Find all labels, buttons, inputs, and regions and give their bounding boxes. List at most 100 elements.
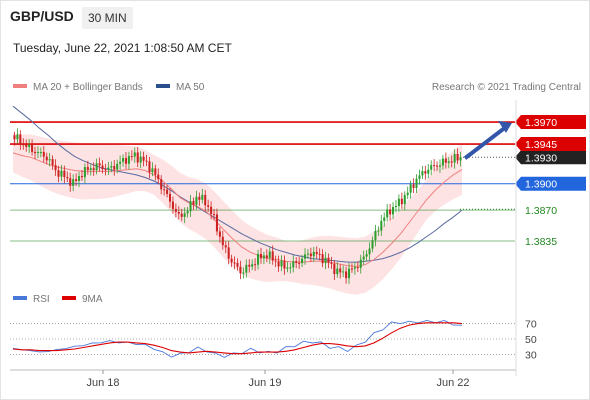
candle-body (303, 254, 307, 259)
candle (142, 151, 145, 167)
ma20-legend-label: MA 20 + Bollinger Bands (33, 82, 143, 93)
candle (356, 261, 359, 273)
candle-body (230, 258, 233, 263)
candle (430, 160, 433, 176)
candle (201, 188, 204, 204)
level-label-1.3970-text: 1.3970 (525, 117, 557, 129)
candle-body (259, 253, 263, 259)
level-label-1.3870-text: 1.3870 (525, 205, 557, 217)
candle-body (356, 267, 359, 269)
candle-body (145, 160, 148, 162)
candle (418, 169, 421, 185)
candle (63, 165, 66, 184)
candle (83, 163, 86, 184)
candle (389, 204, 392, 221)
candle (42, 145, 45, 163)
candle-body (174, 208, 177, 212)
candle-body (39, 152, 42, 154)
candle-body (133, 152, 136, 157)
candle (19, 130, 22, 151)
candle (189, 194, 192, 217)
candle-body (166, 189, 169, 194)
candle (13, 131, 16, 146)
candle-body (353, 267, 356, 269)
candle-body (359, 259, 362, 268)
candle-body (127, 156, 130, 164)
candle-body (392, 207, 395, 215)
candle (400, 192, 403, 209)
candle-body (63, 170, 66, 178)
candle-body (403, 195, 406, 205)
candle (86, 160, 89, 175)
candle (148, 157, 151, 179)
candle (330, 256, 333, 269)
candle-body (350, 268, 353, 270)
level-label-1.3900-box (515, 176, 586, 191)
candle (459, 151, 462, 167)
candle (289, 262, 292, 274)
candle (33, 146, 37, 160)
candle-body (48, 159, 51, 161)
candle (303, 248, 307, 265)
candle-body (371, 240, 374, 249)
candle-body (345, 271, 348, 279)
candle (136, 146, 139, 168)
candle-body (418, 175, 421, 179)
candle (186, 206, 189, 218)
ma9-legend-label: 9MA (82, 294, 103, 305)
candle-body (377, 230, 380, 232)
candle (130, 150, 133, 161)
candle-body (438, 165, 442, 167)
candle (28, 138, 31, 154)
candle (60, 164, 63, 182)
candle (339, 264, 342, 279)
candle (195, 190, 198, 210)
candle (450, 155, 453, 168)
candle (306, 249, 309, 259)
direction-arrow-shaft (463, 125, 508, 160)
candle-body (224, 245, 227, 248)
candle-body (409, 184, 412, 193)
level-label-1.3900: 1.3900 (515, 176, 586, 191)
candle (166, 184, 169, 198)
candle-body (283, 260, 286, 269)
candle (371, 236, 374, 253)
candle-body (151, 168, 154, 173)
candle-body (192, 201, 195, 205)
candle-body (459, 157, 462, 161)
candle-body (312, 251, 315, 257)
candle (412, 178, 415, 194)
candle-body (221, 236, 224, 246)
candle-body (142, 156, 145, 161)
candle (80, 169, 83, 181)
candle-body (306, 253, 309, 255)
rsi-tick-label-70: 70 (525, 319, 537, 331)
candle (254, 258, 257, 271)
candle-body (124, 158, 128, 164)
candle (394, 200, 397, 213)
candle (271, 245, 274, 265)
candle (392, 201, 395, 219)
candle-body (60, 170, 63, 177)
candle-body (95, 163, 98, 171)
candle (210, 201, 213, 220)
candle (368, 242, 371, 261)
candle-body (104, 169, 107, 171)
timeframe-badge[interactable]: 30 MIN (82, 7, 133, 29)
candle-body (400, 198, 403, 205)
candle (280, 255, 283, 272)
ma20-legend-swatch (13, 84, 27, 88)
last-price-label-text: 1.3930 (525, 152, 557, 164)
candle-body (254, 264, 257, 266)
symbol-title: GBP/USD (10, 8, 74, 24)
candle-body (72, 179, 75, 186)
candle-body (160, 179, 163, 190)
candle (180, 208, 183, 222)
candle-body (286, 267, 289, 269)
candle-body (380, 220, 383, 231)
candle (198, 192, 201, 206)
candle-body (16, 134, 19, 140)
candle-body (78, 176, 81, 181)
candle-body (321, 254, 324, 264)
candle-body (233, 262, 236, 264)
